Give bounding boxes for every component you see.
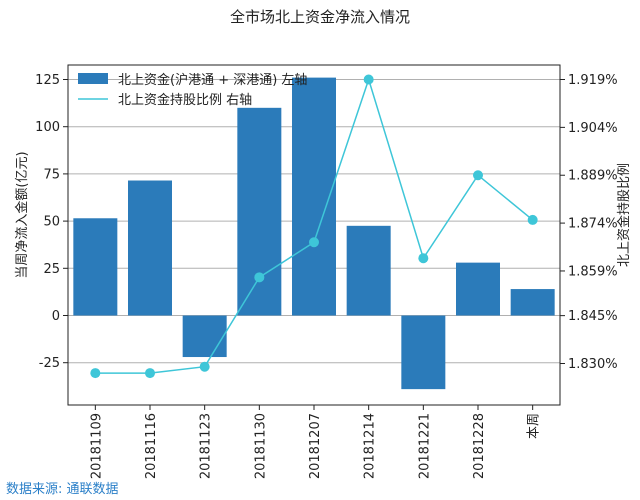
bar: [182, 315, 227, 358]
x-tick-label: 20181228: [472, 413, 487, 479]
line-point: [90, 368, 101, 379]
right-tick-label: 1.889%: [568, 169, 618, 184]
legend: 北上资金(沪港通 + 深港通) 左轴 北上资金持股比例 右轴: [78, 72, 307, 108]
bar: [237, 107, 282, 316]
left-tick-label: 125: [35, 73, 60, 88]
x-tick-label: 20181130: [253, 413, 268, 479]
x-tick-label: 20181221: [417, 413, 432, 479]
x-tick-label: 20181207: [308, 413, 323, 479]
line-point: [309, 237, 319, 248]
left-tick-label: 75: [43, 167, 60, 182]
left-tick-label: 100: [35, 120, 60, 135]
legend-bar-label: 北上资金(沪港通 + 深港通) 左轴: [118, 72, 307, 88]
x-axis-ticks: 20181109 20181116 20181123 20181130 20181207…: [89, 405, 542, 479]
right-tick-label: 1.904%: [568, 121, 618, 136]
chart-title: 全市场北上资金净流入情况: [230, 8, 410, 26]
bar: [73, 218, 118, 316]
x-tick-label: 20181123: [199, 413, 214, 479]
right-tick-label: 1.845%: [568, 309, 618, 324]
bar: [128, 180, 172, 316]
legend-line-label: 北上资金持股比例 右轴: [118, 92, 252, 108]
bar: [456, 262, 500, 316]
bar: [401, 315, 446, 390]
right-axis-label: 北上资金持股比例: [616, 163, 632, 267]
left-axis-ticks: 125 100 75 50 25 0 -25: [35, 73, 68, 371]
left-tick-label: 50: [43, 215, 60, 230]
line-series: [90, 74, 538, 379]
x-tick-label: 20181214: [363, 413, 378, 479]
line-point: [254, 272, 265, 283]
bar: [346, 225, 391, 316]
legend-bar-swatch: [78, 73, 108, 84]
left-tick-label: 25: [43, 262, 60, 277]
right-axis-ticks: 1.919% 1.904% 1.889% 1.874% 1.859% 1.845% 1.83…: [560, 73, 618, 372]
right-tick-label: 1.919%: [568, 73, 618, 88]
bar-series: [73, 77, 555, 390]
line-point: [527, 214, 538, 225]
line-point: [418, 253, 429, 264]
line-point: [363, 74, 374, 85]
left-tick-label: 0: [52, 309, 60, 324]
line-point: [199, 361, 210, 372]
bar: [510, 289, 555, 316]
data-source-note: 数据来源: 通联数据: [6, 482, 119, 497]
line-point: [473, 170, 483, 181]
x-tick-label: 20181116: [144, 413, 159, 479]
x-tick-label: 本周: [527, 413, 542, 439]
left-axis-label: 当周净流入金额(亿元): [14, 151, 30, 278]
right-tick-label: 1.830%: [568, 357, 618, 372]
right-tick-label: 1.874%: [568, 217, 618, 232]
left-tick-label: -25: [39, 356, 60, 371]
x-tick-label: 20181109: [89, 413, 104, 479]
right-tick-label: 1.859%: [568, 264, 618, 279]
line-point: [145, 368, 155, 379]
